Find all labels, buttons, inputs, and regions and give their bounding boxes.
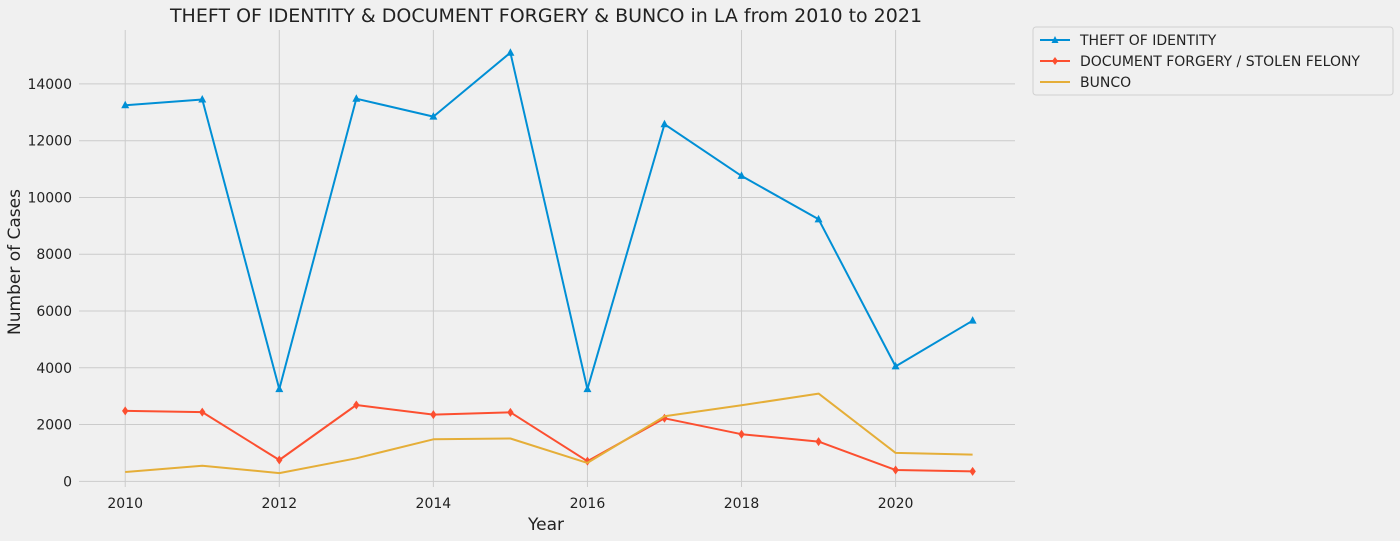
data-point-diamond [815,437,822,447]
tick-labels: 2010 2012 2014 2016 2018 2020 0 2000 4000 6000 800… [27,77,913,512]
legend-item-bunco: BUNCO [1040,75,1131,91]
y-tick-label: 0 [63,474,72,490]
data-point-triangle [429,112,438,120]
x-tick-label: 2016 [570,496,606,512]
data-point-diamond [892,465,899,475]
data-point-diamond [507,407,514,417]
legend-marker-diamond [1052,57,1058,65]
x-tick-label: 2012 [261,496,297,512]
series-line-theft-of-identity [125,51,974,391]
data-point-triangle [506,48,515,56]
data-point-triangle [814,214,823,223]
y-tick-label: 8000 [36,247,72,263]
data-point-triangle [198,95,207,103]
grid [79,30,1015,487]
legend-label-document-forgery: DOCUMENT FORGERY / STOLEN FELONY [1080,54,1360,70]
data-point-diamond [199,407,206,417]
y-tick-label: 14000 [27,77,72,93]
series-line-bunco [125,392,973,475]
data-point-diamond [122,406,129,416]
data-point-triangle [737,171,746,179]
data-point-triangle [352,94,361,102]
x-tick-label: 2020 [878,496,914,512]
series-bunco [125,392,973,475]
series-lines [121,48,977,476]
data-point-triangle [121,100,130,109]
series-theft-of-identity [121,48,977,393]
y-tick-label: 12000 [27,134,72,150]
x-tick-label: 2018 [724,496,760,512]
legend-marker-triangle [1051,36,1059,43]
legend-item-document-forgery: DOCUMENT FORGERY / STOLEN FELONY [1040,54,1360,70]
legend-label-theft-of-identity: THEFT OF IDENTITY [1079,33,1217,49]
x-axis-label: Year [527,515,564,535]
legend-item-theft-of-identity: THEFT OF IDENTITY [1040,33,1217,49]
y-tick-label: 4000 [36,361,72,377]
y-tick-label: 6000 [36,304,72,320]
data-point-triangle [968,316,977,324]
chart-title: THEFT OF IDENTITY & DOCUMENT FORGERY & B… [169,5,922,27]
data-point-diamond [276,455,283,465]
legend-label-bunco: BUNCO [1080,75,1131,91]
y-tick-label: 10000 [27,190,72,206]
y-axis-label: Number of Cases [5,189,25,335]
legend-box [1032,26,1394,96]
series-line-document-forgery-stolen-felony [125,404,973,473]
y-tick-label: 2000 [36,418,72,434]
x-tick-label: 2014 [416,496,452,512]
data-point-triangle [660,119,669,128]
data-point-diamond [353,400,360,410]
data-point-triangle [891,361,900,370]
legend: THEFT OF IDENTITY DOCUMENT FORGERY / STO… [1032,26,1394,96]
data-point-diamond [430,410,437,420]
data-point-triangle [583,384,592,393]
data-point-diamond [969,466,976,476]
x-tick-label: 2010 [107,496,143,512]
data-point-diamond [738,429,745,439]
data-point-triangle [275,384,284,393]
